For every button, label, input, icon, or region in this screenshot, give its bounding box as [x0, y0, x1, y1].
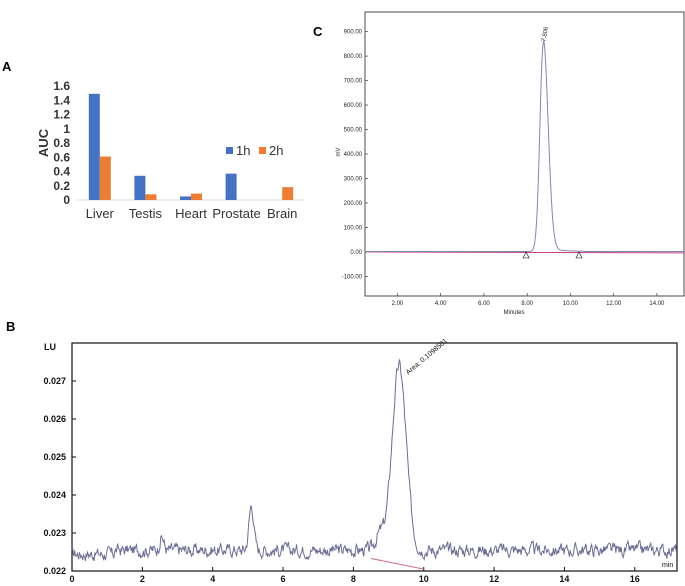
bar-1h-heart [180, 196, 191, 200]
chart-c-peak-label: 7.806 [541, 26, 550, 42]
chart-c-x-ticks: 2.00 4.00 6.00 8.00 10.00 12.00 14.00 [392, 293, 665, 307]
y-tick-label: 800.00 [344, 54, 363, 60]
bar-2h-brain [282, 187, 294, 200]
panel-label-b: B [6, 319, 15, 334]
chart-c-y-ticks: -100.00 0.00 100.00 200.00 300.00 400.00 500.0… [342, 30, 368, 280]
y-tick-label: 0 [63, 193, 70, 207]
category-label: Prostate [212, 206, 260, 221]
y-tick-label: 500.00 [344, 128, 363, 134]
y-tick-label: 0.4 [53, 165, 70, 179]
chart-b-baseline-segment [370, 557, 424, 570]
chart-c-baseline [364, 251, 685, 254]
y-tick-label: 0.027 [43, 376, 66, 386]
x-tick-label: 0 [69, 574, 74, 584]
chart-c-chromatogram-mv: -100.00 0.00 100.00 200.00 300.00 400.00 500.0… [336, 11, 685, 316]
y-tick-label: 1.4 [53, 93, 70, 107]
y-tick-label: 1 [63, 122, 70, 136]
x-tick-label: 2 [140, 574, 145, 584]
x-tick-label: 8 [351, 574, 356, 584]
bar-2h-testis [145, 194, 157, 200]
y-tick-label: 0.8 [53, 136, 70, 150]
chart-a-bar-auc: 00.20.40.60.811.21.41.6 Liver Testis Heart… [36, 79, 305, 221]
y-tick-label: 200.00 [344, 201, 363, 207]
bar-1h-testis [134, 175, 146, 200]
y-tick-label: 100.00 [344, 225, 363, 231]
chart-b-chromatogram-lu: 0.022 0.023 0.024 0.025 0.026 0.027 0 2 4 6 8 10 12… [43, 338, 678, 584]
y-tick-label: 1.6 [53, 79, 70, 93]
integration-marker [575, 251, 583, 259]
chart-b-plot-frame [71, 342, 678, 572]
y-tick-label: 0.023 [43, 528, 66, 538]
chart-b-y-axis-title: LU [44, 342, 56, 352]
x-tick-label: 6.00 [478, 301, 490, 307]
category-label: Liver [86, 206, 115, 221]
chart-b-y-ticks: 0.022 0.023 0.024 0.025 0.026 0.027 [43, 376, 76, 576]
chart-c-plot-frame [364, 11, 685, 297]
integration-marker [522, 251, 530, 259]
chart-a-y-tick-labels: 00.20.40.60.811.21.41.6 [53, 79, 70, 207]
y-tick-label: 700.00 [344, 79, 363, 85]
bar-1h-prostate [225, 173, 237, 200]
y-tick-label: 0.025 [43, 452, 66, 462]
y-tick-label: 600.00 [344, 103, 363, 109]
chart-c-trace [365, 40, 685, 252]
bar-2h-heart [191, 193, 202, 200]
y-tick-label: 1.2 [53, 108, 70, 122]
x-tick-label: 16 [630, 574, 640, 584]
x-tick-label: 4 [210, 574, 215, 584]
panel-label-c: C [313, 24, 323, 39]
x-tick-label: 12.00 [606, 301, 622, 307]
y-tick-label: 0.2 [53, 179, 70, 193]
bar-2h-liver [99, 156, 111, 200]
chart-a-category-labels: Liver Testis Heart Prostate Brain [86, 206, 298, 221]
y-tick-label: 0.022 [43, 566, 66, 576]
x-tick-label: 6 [281, 574, 286, 584]
category-label: Heart [175, 206, 207, 221]
legend-swatch-2h [259, 147, 266, 154]
x-tick-label: 12 [489, 574, 499, 584]
chart-a-legend: 1h 2h [226, 143, 283, 158]
panel-label-a: A [2, 59, 12, 74]
x-tick-label: 2.00 [392, 301, 404, 307]
x-tick-label: 8.00 [521, 301, 533, 307]
x-tick-label: 14.00 [649, 301, 665, 307]
category-label: Brain [267, 206, 297, 221]
y-tick-label: -100.00 [342, 274, 363, 280]
y-tick-label: 900.00 [344, 30, 363, 36]
chart-b-trace [71, 358, 678, 562]
y-tick-label: 300.00 [344, 176, 363, 182]
chart-a-bars [88, 93, 294, 200]
legend-swatch-1h [226, 147, 233, 154]
y-tick-label: 0.024 [43, 490, 66, 500]
y-tick-label: 400.00 [344, 152, 363, 158]
chart-c-x-axis-title: Minutes [503, 310, 524, 316]
x-tick-label: 4.00 [435, 301, 447, 307]
x-tick-label: 10.00 [563, 301, 579, 307]
x-tick-label: 10 [419, 574, 429, 584]
y-tick-label: 0.026 [43, 414, 66, 424]
y-tick-label: 0.00 [350, 250, 362, 256]
chart-b-x-ticks: 0 2 4 6 8 10 12 14 16 [69, 567, 640, 584]
chart-c-y-axis-title: mV [336, 148, 342, 157]
chart-b-x-axis-title: min [662, 562, 673, 569]
chart-a-y-axis-title: AUC [36, 128, 51, 157]
legend-label-1h: 1h [236, 143, 250, 158]
category-label: Testis [129, 206, 163, 221]
legend-label-2h: 2h [269, 143, 283, 158]
y-tick-label: 0.6 [53, 150, 70, 164]
bar-1h-liver [88, 93, 100, 200]
x-tick-label: 14 [559, 574, 569, 584]
chart-c-integration-markers [522, 251, 583, 259]
